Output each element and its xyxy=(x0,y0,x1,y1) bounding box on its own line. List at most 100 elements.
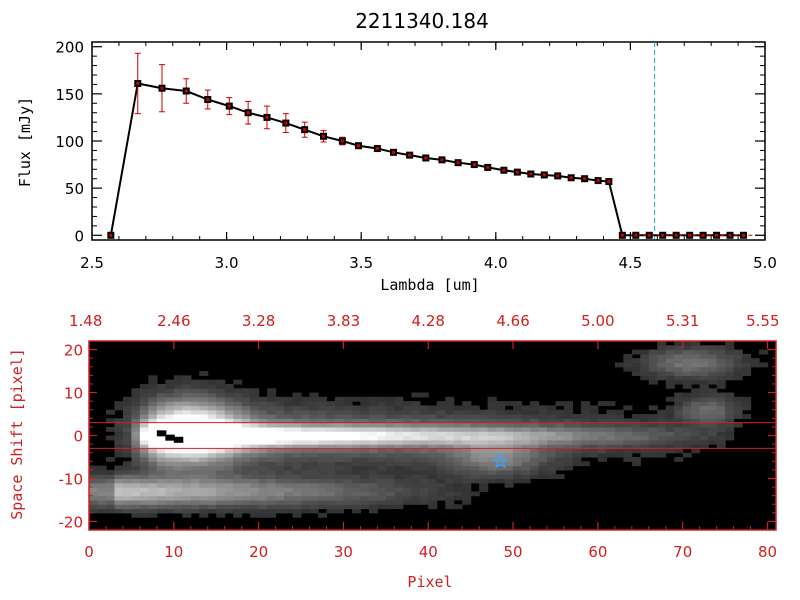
heatmap-cell xyxy=(309,426,319,432)
heatmap-cell xyxy=(114,499,124,505)
heatmap-cell xyxy=(165,456,175,462)
heatmap-cell xyxy=(114,448,124,454)
heatmap-cell xyxy=(360,405,370,411)
heatmap-cell xyxy=(292,409,302,415)
heatmap-cell xyxy=(318,456,328,462)
heatmap-cell xyxy=(148,508,158,514)
heatmap-cell xyxy=(538,409,548,415)
heatmap-cell xyxy=(640,444,650,449)
heatmap-cell xyxy=(258,482,268,488)
heatmap-cell xyxy=(402,405,412,411)
heatmap-cell xyxy=(462,444,472,449)
heatmap-cell xyxy=(708,409,718,415)
heatmap-cell xyxy=(419,452,429,458)
heatmap-cell xyxy=(105,495,116,501)
heatmap-cell xyxy=(89,487,99,492)
heatmap-cell xyxy=(199,422,209,428)
data-point-marker-center xyxy=(674,233,678,237)
heatmap-cell xyxy=(301,396,311,402)
heatmap-cell xyxy=(742,371,752,376)
heatmap-cell xyxy=(156,418,166,424)
heatmap-cell xyxy=(453,456,463,462)
heatmap-cell xyxy=(462,461,472,467)
heatmap-cell xyxy=(309,487,319,492)
heatmap-cell xyxy=(708,418,718,424)
heatmap-cell xyxy=(343,418,353,424)
heatmap-cell xyxy=(436,409,446,415)
heatmap-cell xyxy=(513,414,523,419)
heatmap-cell xyxy=(165,388,175,394)
heatmap-cell xyxy=(199,469,209,475)
heatmap-cell xyxy=(411,401,421,407)
heatmap-cell xyxy=(318,439,328,445)
heatmap-cell xyxy=(173,504,183,510)
heatmap-cell xyxy=(199,487,209,492)
heatmap-cell xyxy=(334,414,345,419)
heatmap-cell xyxy=(716,362,726,368)
heatmap-cell xyxy=(292,504,302,510)
heatmap-cell xyxy=(105,418,116,424)
heatmap-cell xyxy=(199,452,209,458)
heatmap-cell xyxy=(224,405,234,411)
heatmap-cell xyxy=(224,439,234,445)
heatmap-cell xyxy=(326,487,336,492)
heatmap-cell xyxy=(241,431,251,437)
heatmap-cell xyxy=(360,401,370,407)
heatmap-cell xyxy=(377,405,387,411)
heatmap-cell xyxy=(334,504,345,510)
heatmap-cell xyxy=(682,422,692,428)
heatmap-cell xyxy=(589,418,599,424)
heatmap-cell xyxy=(360,495,370,501)
heatmap-cell xyxy=(284,448,294,454)
heatmap-cell xyxy=(165,444,175,449)
heatmap-cell xyxy=(470,405,480,411)
heatmap-cell xyxy=(190,508,200,514)
heatmap-cell xyxy=(419,461,429,467)
heatmap-cell xyxy=(301,491,311,497)
heatmap-cell xyxy=(250,508,260,514)
heatmap-cell xyxy=(445,474,455,480)
y-tick-label: 150 xyxy=(55,86,84,104)
heatmap-cell xyxy=(428,469,438,475)
heatmap-cell xyxy=(351,504,362,510)
heatmap-cell xyxy=(428,482,438,488)
x-tick-label: 3.5 xyxy=(349,254,373,272)
heatmap-cell xyxy=(385,401,395,407)
heatmap-cell xyxy=(606,444,616,449)
heatmap-cell xyxy=(182,452,192,458)
heatmap-cell xyxy=(623,448,633,454)
heatmap-cell xyxy=(470,422,480,428)
heatmap-cell xyxy=(284,474,294,480)
heatmap-cell xyxy=(716,358,726,364)
heatmap-cell xyxy=(292,405,302,411)
heatmap-cell xyxy=(97,487,107,492)
heatmap-cell xyxy=(682,371,692,376)
heatmap-cell xyxy=(216,482,226,488)
heatmap-cell xyxy=(233,418,243,424)
heatmap-cell xyxy=(190,456,200,462)
heatmap-cell xyxy=(284,508,294,514)
saturated-pixel xyxy=(173,436,184,443)
heatmap-cell xyxy=(131,482,141,488)
heatmap-cell xyxy=(334,452,345,458)
heatmap-cell xyxy=(657,375,667,381)
heatmap-cell xyxy=(122,444,133,449)
y-tick-label: 10 xyxy=(64,385,83,403)
heatmap-cell xyxy=(224,495,234,501)
data-point-marker-center xyxy=(340,139,344,143)
heatmap-cell xyxy=(190,491,200,497)
heatmap-cell xyxy=(394,435,404,441)
heatmap-cell xyxy=(589,414,599,419)
heatmap-cell xyxy=(114,508,124,514)
heatmap-cell xyxy=(199,504,209,510)
heatmap-cell xyxy=(691,431,701,437)
heatmap-cell xyxy=(309,396,319,402)
heatmap-cell xyxy=(716,396,726,402)
heatmap-cell xyxy=(275,444,285,449)
heatmap-cell xyxy=(309,482,319,488)
heatmap-cell xyxy=(97,469,107,475)
heatmap-cell xyxy=(284,405,294,411)
data-point-marker-center xyxy=(136,81,140,85)
heatmap-cell xyxy=(139,396,149,402)
heatmap-cell xyxy=(368,491,378,497)
